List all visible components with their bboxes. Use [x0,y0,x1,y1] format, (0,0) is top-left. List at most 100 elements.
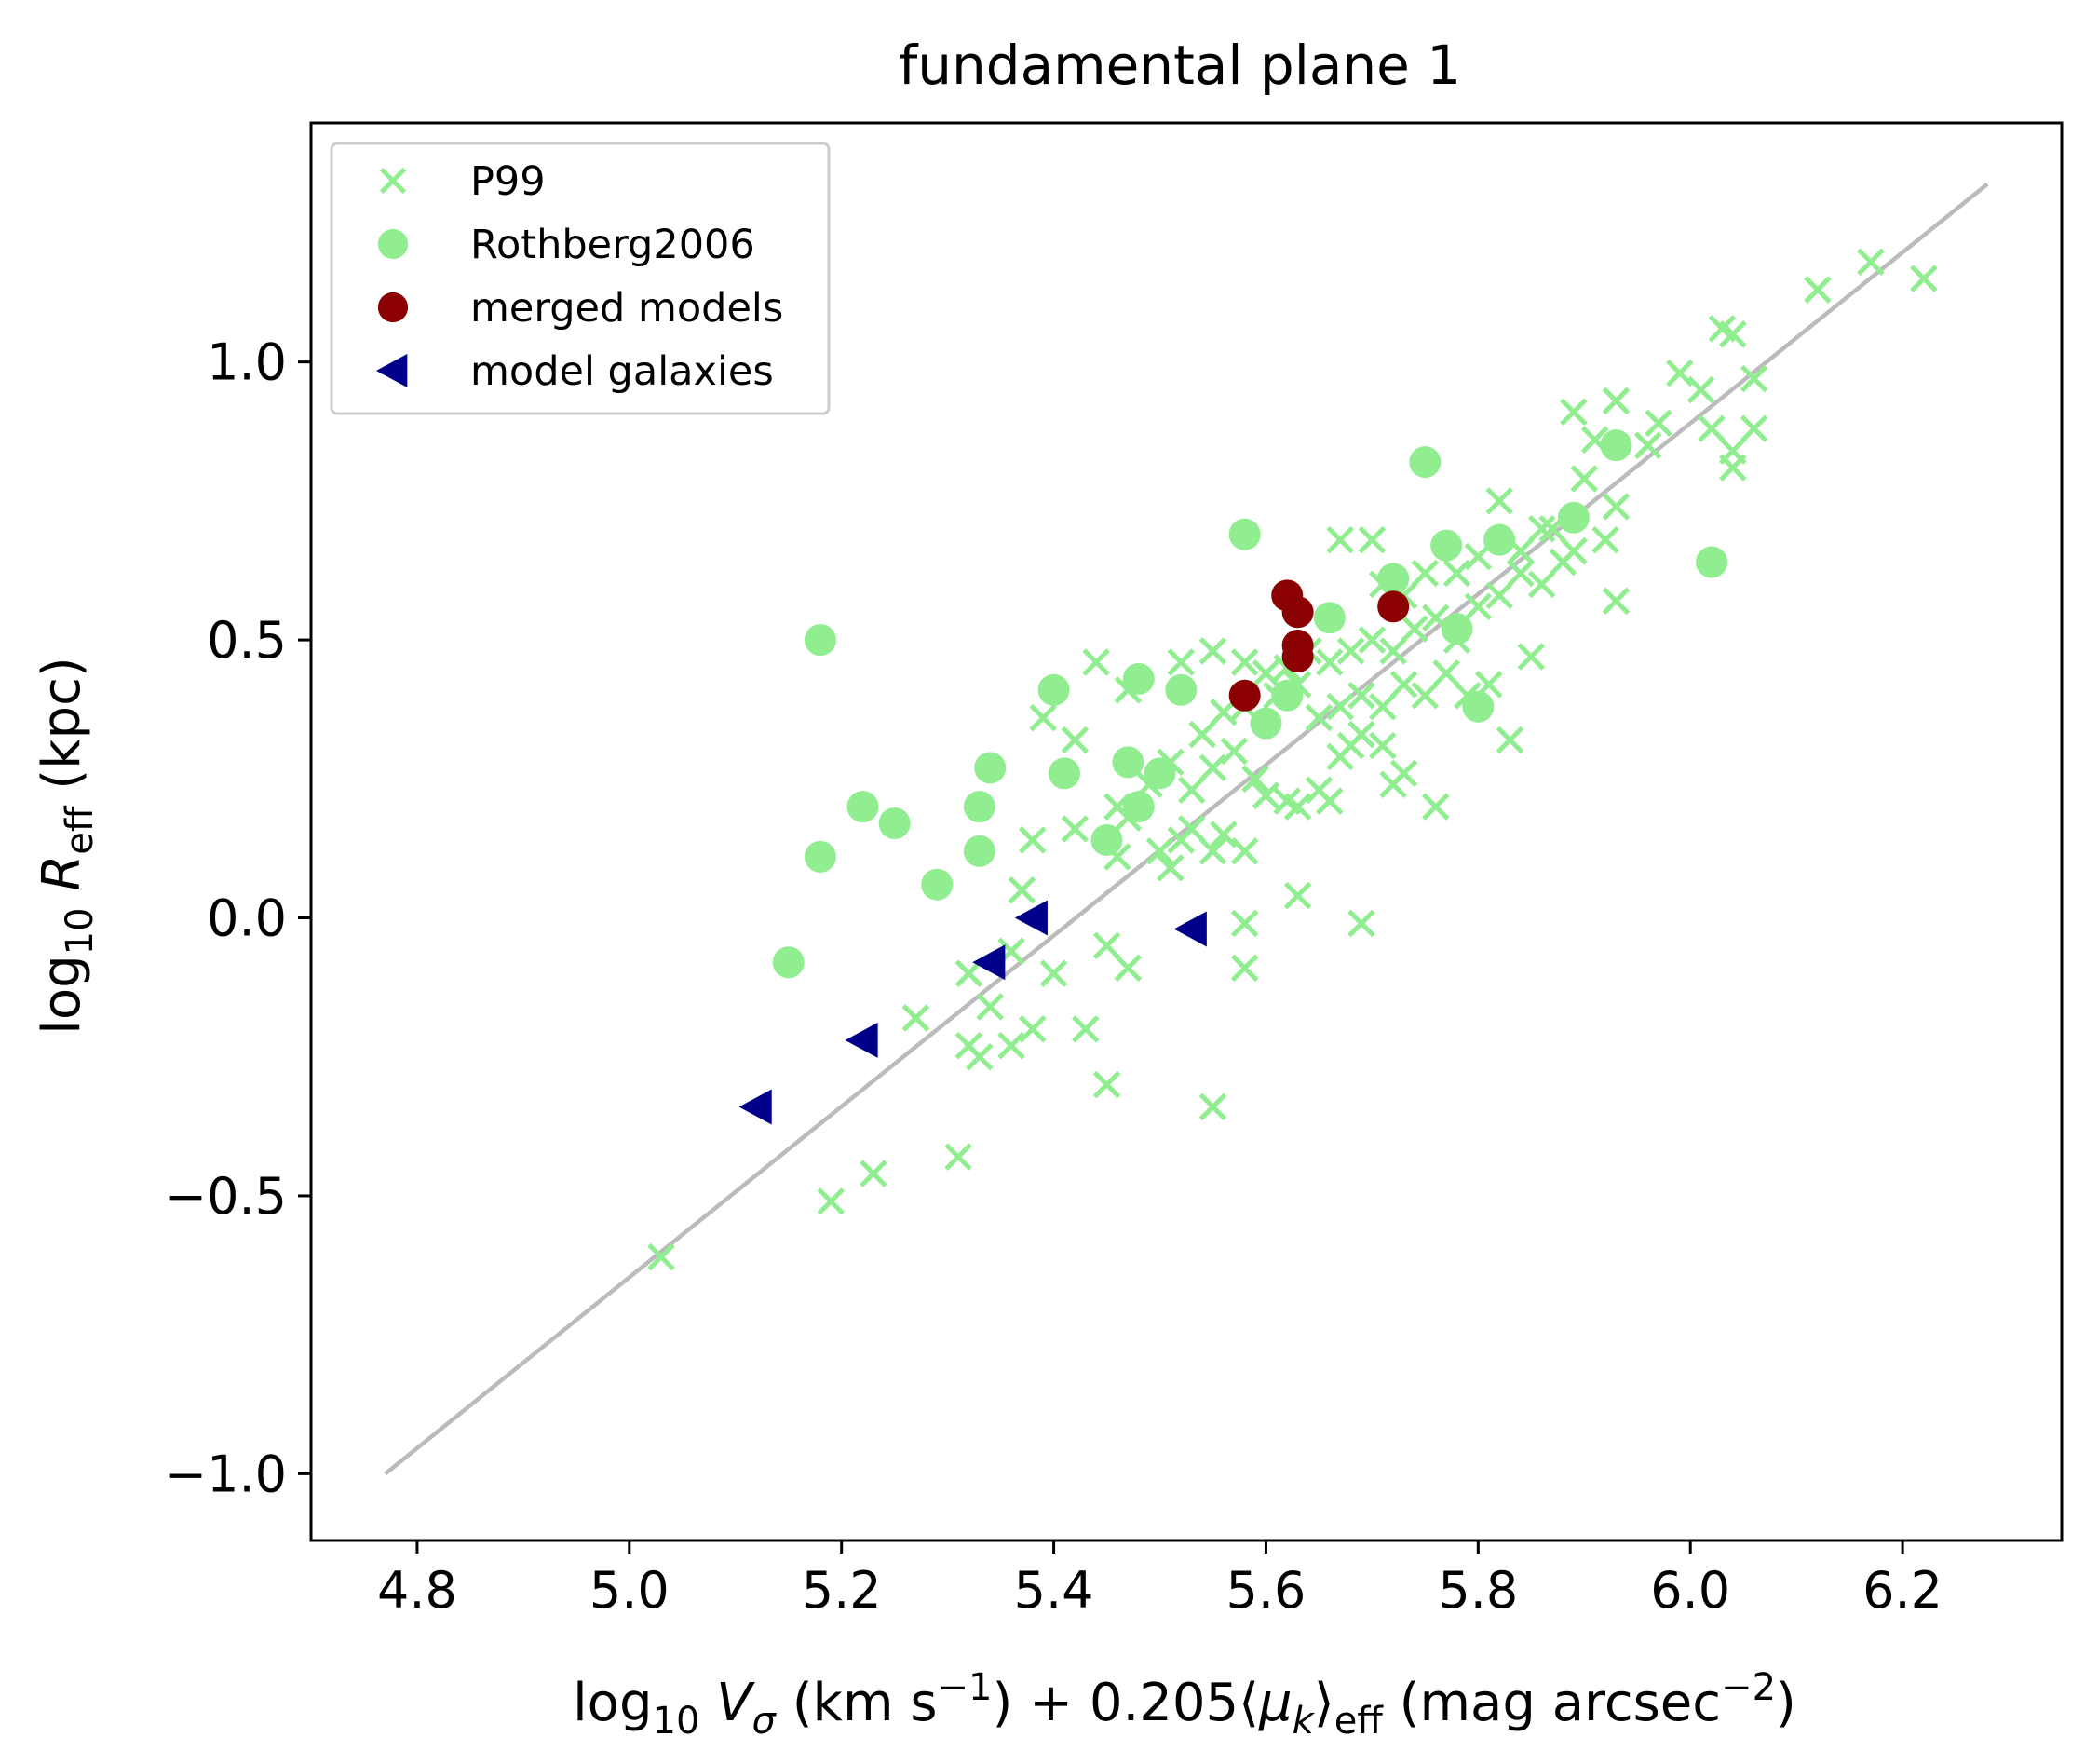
p99-point [1145,837,1174,865]
legend-marker [375,353,408,388]
rothberg2006-point [1090,823,1123,856]
p99-point [966,1042,994,1071]
p99-point [1389,671,1418,699]
p99-point [1008,875,1036,904]
x-axis-label: log10 Vσ (km s−1) + 0.205⟨μk⟩eff (mag ar… [573,1666,1796,1743]
rothberg2006-point [1462,690,1495,723]
p99-point [1167,648,1196,676]
p99-point [1061,815,1090,843]
merged-models-point [1281,640,1314,672]
p99-point [1358,525,1387,554]
p99-point [944,1143,972,1171]
p99-point [1198,1092,1227,1121]
p99-point [1442,559,1471,588]
rothberg2006-point [804,624,836,657]
series-model-galaxies [738,900,1207,1125]
p99-point [1602,493,1631,521]
rothberg2006-point [1112,746,1144,779]
y-tick-label: 1.0 [207,333,287,392]
p99-point [1039,959,1068,987]
legend-label: Rothberg2006 [470,222,755,268]
p99-point [1336,637,1365,665]
legend-marker [377,228,409,260]
p99-point [976,993,1004,1021]
merged-models-point [1377,590,1410,623]
p99-point [1358,626,1387,654]
p99-point [901,1004,930,1032]
x-tick-label: 6.0 [1650,1561,1730,1620]
p99-point [1570,465,1599,493]
rothberg2006-point [963,835,995,867]
rothberg2006-point [1696,546,1727,578]
series-merged-models [1228,579,1410,712]
p99-point [1602,387,1631,415]
p99-point [1686,375,1715,404]
rothberg2006-point [804,840,836,873]
p99-point [1092,931,1121,960]
p99-point [1740,414,1768,443]
axes: 4.8 5.0 5.2 5.4 5.6 5.8 6.0 6.2 −1.0 −0.5 0.0 0.5 1.… [165,121,2064,1620]
p99-point [1421,793,1450,821]
p99-point [1198,753,1227,782]
p99-point [1230,837,1259,865]
merged-models-point [1281,596,1314,629]
rothberg2006-point [1557,501,1590,534]
p99-point [1464,592,1493,621]
rothberg2006-point [772,946,805,979]
p99-point [1379,637,1407,665]
legend-marker [377,292,409,323]
legend-marker [379,167,407,195]
p99-point [1485,487,1513,515]
p99-point [954,959,983,987]
rothberg2006-point [878,807,911,840]
p99-point [1485,581,1513,610]
rothberg2006-point [921,868,954,901]
axes-frame [309,121,2064,1542]
rothberg2006-point [974,752,1007,784]
p99-point [1591,525,1619,554]
p99-point [1560,536,1588,565]
p99-point [1230,648,1259,676]
p99-point [1411,682,1440,710]
fit-line [384,182,1989,1476]
y-tick-label: −0.5 [165,1167,287,1226]
rothberg2006-point [1430,529,1463,562]
rothberg2006-point [1313,602,1346,634]
rothberg2006-point [1144,757,1176,790]
rothberg2006-point [1165,673,1198,706]
x-tick-label: 4.8 [377,1561,457,1620]
p99-point [1740,364,1768,393]
p99-point [1283,881,1312,910]
legend-item-p99: P99 [379,158,546,205]
y-tick-label: 0.0 [207,889,287,948]
rothberg2006-point [1228,518,1261,550]
rothberg2006-point [963,791,995,823]
p99-point [1252,781,1280,809]
p99-point [1177,815,1206,843]
p99-point [1560,398,1588,427]
p99-point [1071,1015,1100,1043]
p99-point [1326,525,1354,554]
x-tick-label: 5.4 [1014,1561,1094,1620]
merged-models-point [1228,679,1261,712]
p99-point [1252,659,1280,687]
rothberg2006-point [1122,791,1155,823]
legend: P99 Rothberg2006 merged models model galaxi… [330,142,831,415]
p99-point [1411,559,1440,588]
p99-point [1316,648,1344,676]
rothberg2006-point [1250,707,1282,740]
p99-point [1220,737,1249,766]
p99-point [1517,643,1546,671]
series-p99 [647,248,1938,1271]
rothberg2006-point [1377,563,1410,595]
p99-point [1019,1015,1047,1043]
rothberg2006-point [1441,613,1473,645]
model-galaxies-point [845,1022,878,1058]
p99-point [1347,720,1375,749]
p99-point [1210,821,1238,848]
y-axis-label: log10 Reff (kpc) [32,657,102,1034]
p99-point [1019,826,1047,854]
p99-point [1114,954,1143,982]
p99-point [1666,359,1694,387]
